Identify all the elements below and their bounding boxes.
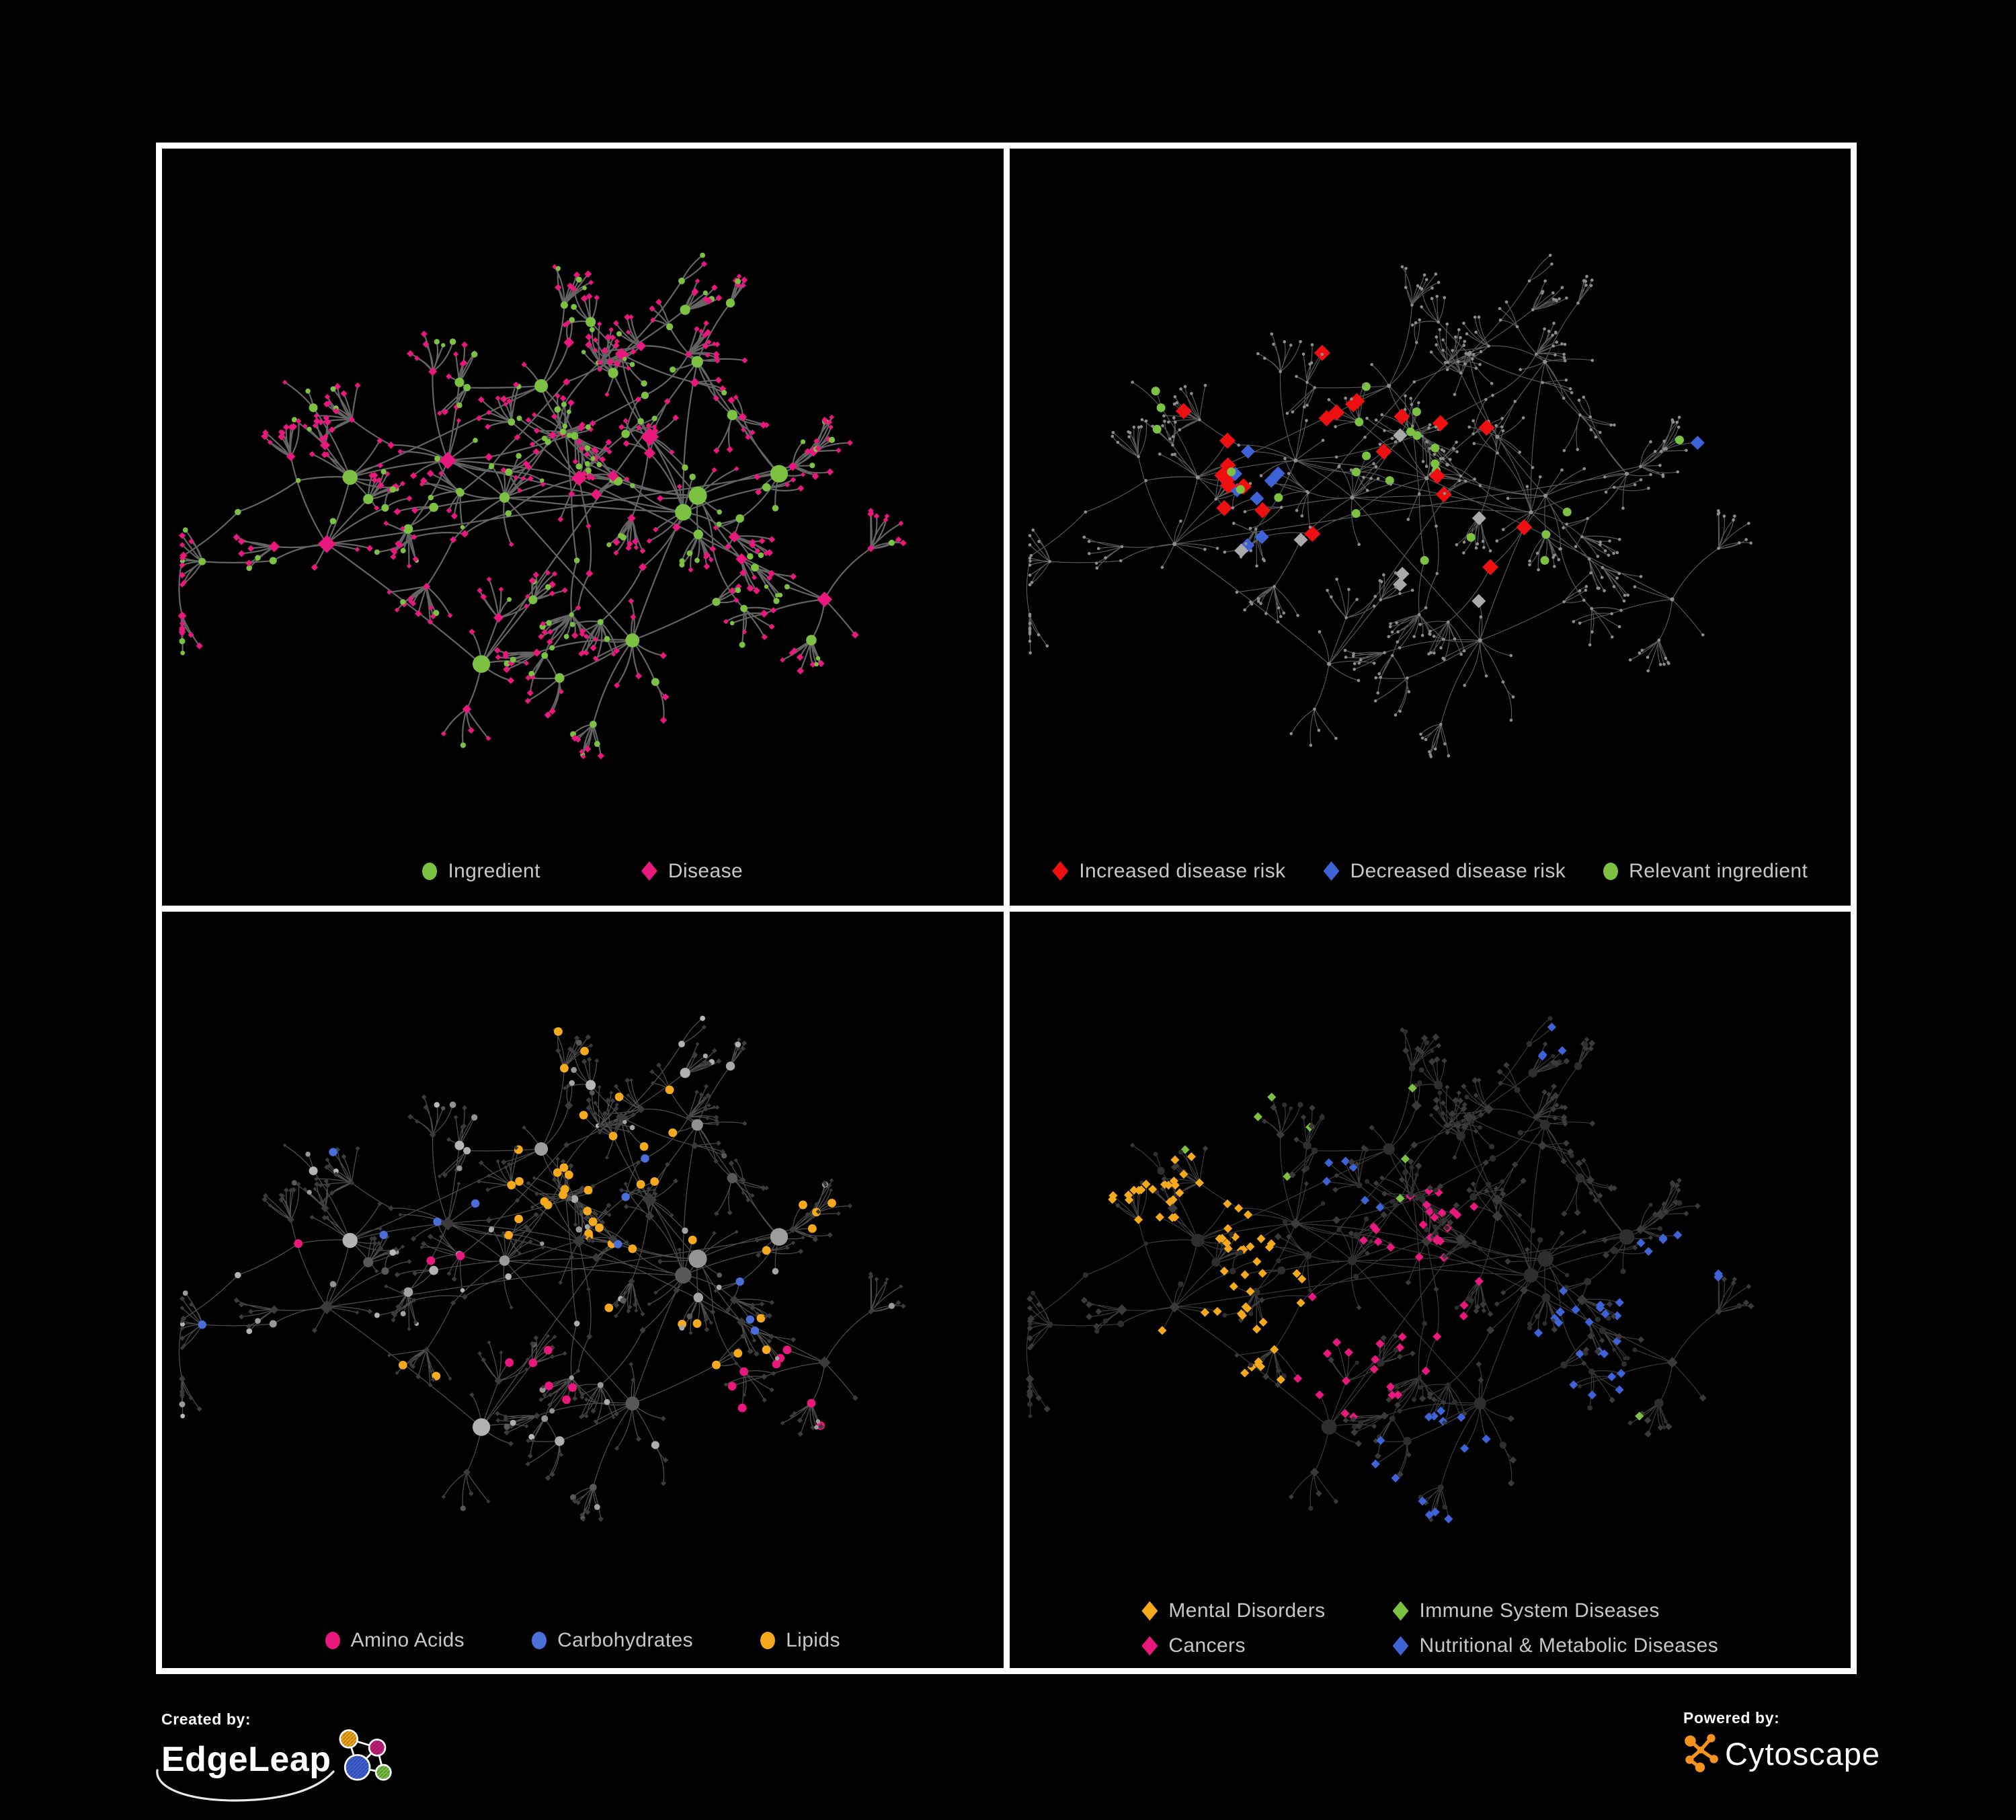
diamond-swatch-icon [1141, 1636, 1158, 1656]
legend-item-ingredient: Ingredient [422, 860, 540, 883]
legend-label: Mental Disorders [1168, 1599, 1326, 1622]
network-graph-disease-risk [1026, 253, 1752, 758]
footer-powered-by: Powered by: Cytoscape [1683, 1709, 1966, 1790]
diamond-swatch-icon [641, 861, 657, 881]
circle-swatch-icon [532, 1632, 547, 1649]
legend-item-immune-system-diseases: Immune System Diseases [1392, 1599, 1719, 1622]
network-graph-ingredient-disease [177, 252, 907, 760]
diamond-swatch-icon [1052, 861, 1069, 881]
legend-label: Amino Acids [350, 1629, 465, 1651]
circle-swatch-icon [760, 1632, 776, 1649]
legend-ingredient-disease: Ingredient Disease [162, 860, 1004, 883]
legend-label: Ingredient [448, 859, 540, 882]
created-by-label: Created by: [161, 1710, 251, 1728]
legend-label: Carbohydrates [557, 1629, 694, 1651]
panel-disease-risk: Increased disease risk Decreased disease … [1009, 149, 1851, 906]
footer-created-by: Created by: EdgeLeap [156, 1710, 511, 1811]
legend-item-relevant-ingredient: Relevant ingredient [1603, 860, 1808, 883]
legend-item-carbohydrates: Carbohydrates [532, 1629, 693, 1652]
network-graph-ingredient-classes [178, 1015, 906, 1521]
legend-label: Immune System Diseases [1419, 1599, 1660, 1622]
legend-label: Nutritional & Metabolic Diseases [1419, 1634, 1719, 1657]
legend-item-mental-disorders: Mental Disorders [1141, 1599, 1325, 1622]
circle-swatch-icon [325, 1632, 340, 1649]
legend-item-nutritional-metabolic-diseases: Nutritional & Metabolic Diseases [1392, 1634, 1719, 1657]
legend-label: Cancers [1168, 1634, 1246, 1657]
circle-swatch-icon [1603, 862, 1619, 880]
cytoscape-logo-icon [1685, 1734, 1718, 1772]
diamond-swatch-icon [1392, 1636, 1409, 1656]
cytoscape-wordmark: Cytoscape [1725, 1736, 1881, 1772]
edgeleap-brand: EdgeLeap [156, 1729, 511, 1802]
diamond-swatch-icon [1392, 1601, 1409, 1621]
edgeleap-logo-icon [339, 1729, 392, 1781]
legend-item-decreased-disease-risk: Decreased disease risk [1323, 859, 1566, 883]
legend-label: Decreased disease risk [1350, 859, 1566, 882]
legend-disease-risk: Increased disease risk Decreased disease … [1010, 860, 1851, 883]
powered-by-label: Powered by: [1683, 1709, 1780, 1727]
edgeleap-wordmark: EdgeLeap [161, 1740, 331, 1779]
legend-label: Lipids [786, 1629, 840, 1651]
panel-ingredient-disease: Ingredient Disease [162, 149, 1004, 906]
legend-disease-classes: Mental Disorders Immune System Diseases Ca… [1010, 1599, 1851, 1657]
cytoscape-brand: Cytoscape [1683, 1731, 1966, 1773]
legend-item-increased-disease-risk: Increased disease risk [1052, 860, 1285, 883]
legend-label: Disease [668, 859, 743, 882]
edgeleap-swoosh-icon [156, 1769, 335, 1802]
legend-item-amino-acids: Amino Acids [325, 1629, 465, 1652]
panel-disease-classes: Mental Disorders Immune System Diseases Ca… [1009, 911, 1851, 1668]
legend-label: Increased disease risk [1079, 859, 1286, 882]
legend-item-disease: Disease [641, 860, 743, 883]
panel-ingredient-classes: Amino Acids Carbohydrates Lipids [162, 911, 1004, 1668]
legend-label: Relevant ingredient [1629, 859, 1808, 882]
diamond-swatch-icon [1323, 861, 1340, 881]
legend-ingredient-classes: Amino Acids Carbohydrates Lipids [162, 1629, 1004, 1652]
diamond-swatch-icon [1141, 1601, 1158, 1621]
legend-item-lipids: Lipids [760, 1629, 840, 1652]
circle-swatch-icon [422, 862, 438, 880]
network-graph-disease-classes [1025, 1015, 1755, 1524]
legend-item-cancers: Cancers [1141, 1634, 1325, 1657]
panels-grid: Ingredient Disease Increased disease risk… [156, 143, 1857, 1674]
